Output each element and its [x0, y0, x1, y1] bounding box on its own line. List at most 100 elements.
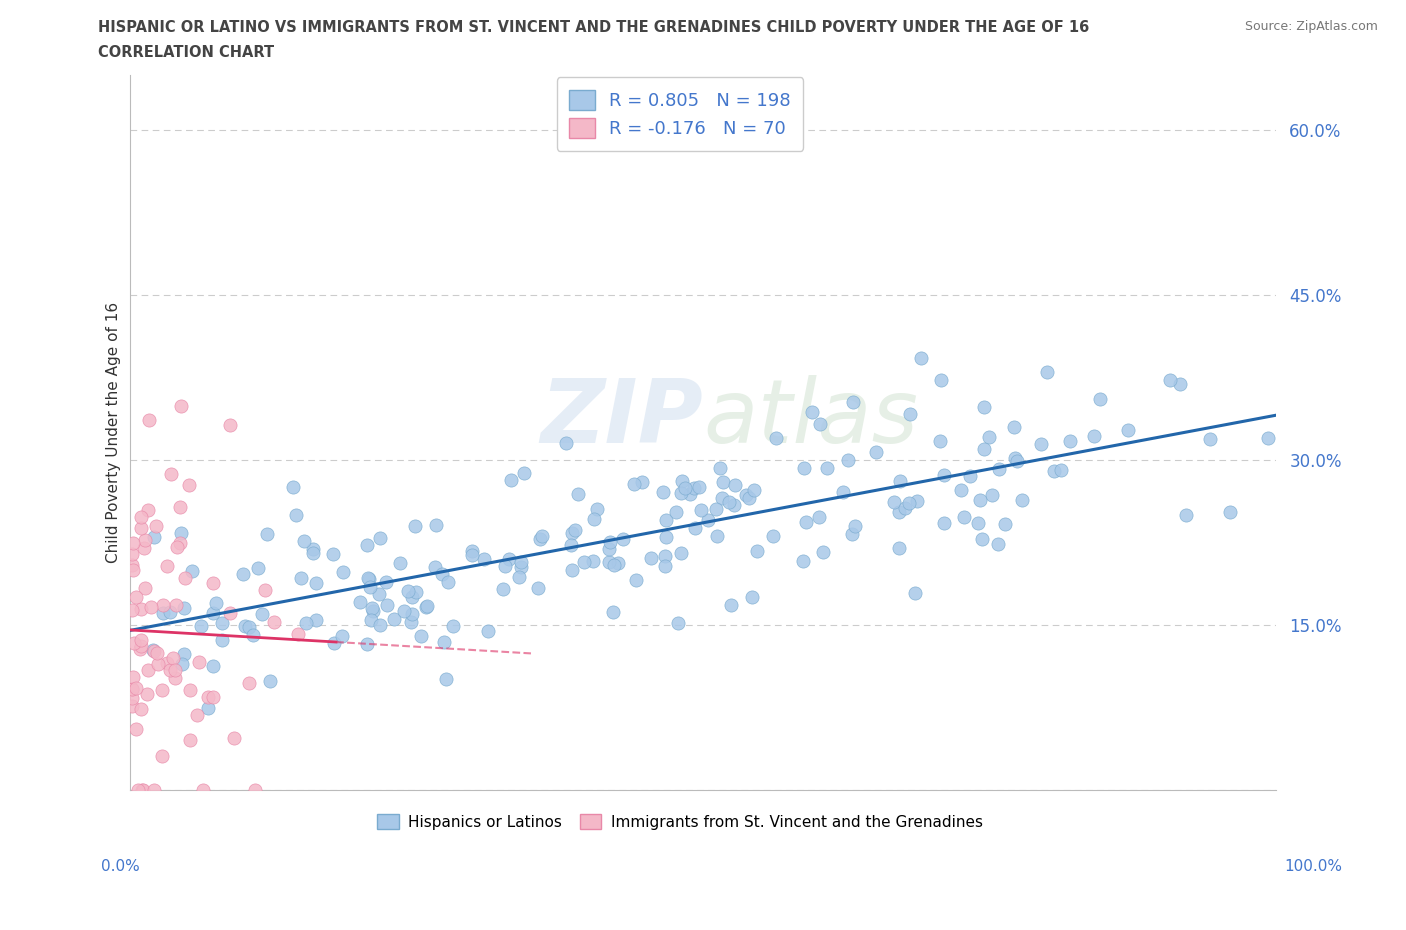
- Point: [415, 599, 437, 614]
- Text: atlas: atlas: [703, 376, 918, 461]
- Point: [671, 473, 693, 488]
- Point: [122, 536, 145, 551]
- Point: [134, 533, 156, 548]
- Point: [141, 642, 163, 657]
- Point: [624, 573, 647, 588]
- Point: [363, 604, 385, 618]
- Point: [396, 584, 419, 599]
- Point: [121, 681, 143, 696]
- Text: Source: ZipAtlas.com: Source: ZipAtlas.com: [1244, 20, 1378, 33]
- Point: [513, 466, 536, 481]
- Point: [508, 569, 530, 584]
- Point: [1002, 419, 1025, 434]
- Point: [793, 461, 815, 476]
- Point: [720, 597, 742, 612]
- Point: [665, 504, 688, 519]
- Point: [837, 452, 859, 467]
- Point: [433, 634, 456, 649]
- Point: [844, 519, 866, 534]
- Point: [808, 417, 831, 432]
- Point: [405, 584, 427, 599]
- Point: [607, 555, 630, 570]
- Point: [143, 644, 166, 658]
- Point: [356, 538, 378, 552]
- Point: [121, 682, 143, 697]
- Point: [1174, 508, 1197, 523]
- Point: [987, 461, 1010, 476]
- Point: [598, 554, 620, 569]
- Point: [235, 618, 257, 633]
- Point: [132, 782, 155, 797]
- Point: [165, 598, 187, 613]
- Point: [401, 615, 423, 630]
- Point: [121, 603, 143, 618]
- Point: [367, 586, 389, 601]
- Point: [807, 510, 830, 525]
- Point: [655, 512, 678, 527]
- Point: [173, 571, 195, 586]
- Point: [323, 635, 346, 650]
- Point: [201, 605, 224, 620]
- Point: [932, 516, 955, 531]
- Point: [169, 536, 191, 551]
- Point: [794, 515, 817, 530]
- Point: [492, 581, 515, 596]
- Point: [1218, 505, 1240, 520]
- Point: [121, 557, 143, 572]
- Point: [305, 613, 328, 628]
- Point: [125, 590, 148, 604]
- Point: [498, 552, 520, 567]
- Point: [238, 676, 260, 691]
- Point: [356, 636, 378, 651]
- Point: [696, 512, 718, 527]
- Point: [765, 431, 787, 445]
- Point: [526, 580, 548, 595]
- Point: [567, 486, 589, 501]
- Point: [357, 572, 380, 587]
- Point: [392, 604, 415, 618]
- Point: [529, 532, 551, 547]
- Point: [652, 485, 675, 499]
- Point: [630, 474, 652, 489]
- Point: [409, 629, 432, 644]
- Point: [973, 441, 995, 456]
- Point: [205, 596, 228, 611]
- Point: [704, 502, 727, 517]
- Point: [125, 681, 148, 696]
- Point: [734, 488, 756, 503]
- Point: [121, 562, 143, 577]
- Point: [134, 580, 156, 595]
- Point: [173, 646, 195, 661]
- Point: [865, 445, 887, 460]
- Point: [623, 477, 645, 492]
- Point: [170, 526, 193, 541]
- Point: [202, 690, 225, 705]
- Point: [131, 510, 153, 525]
- Point: [368, 530, 391, 545]
- Point: [131, 782, 153, 797]
- Point: [121, 670, 143, 684]
- Point: [723, 498, 745, 512]
- Point: [129, 633, 152, 648]
- Point: [654, 529, 676, 544]
- Point: [401, 590, 423, 604]
- Point: [121, 547, 143, 562]
- Point: [581, 553, 603, 568]
- Point: [832, 485, 855, 499]
- Point: [375, 598, 398, 613]
- Point: [250, 606, 273, 621]
- Point: [987, 537, 1010, 551]
- Point: [1198, 432, 1220, 446]
- Point: [165, 663, 187, 678]
- Point: [219, 605, 242, 620]
- Text: ZIP: ZIP: [540, 375, 703, 462]
- Point: [994, 517, 1017, 532]
- Point: [897, 495, 920, 510]
- Point: [979, 430, 1001, 445]
- Text: HISPANIC OR LATINO VS IMMIGRANTS FROM ST. VINCENT AND THE GRENADINES CHILD POVER: HISPANIC OR LATINO VS IMMIGRANTS FROM ST…: [98, 20, 1090, 35]
- Point: [842, 394, 865, 409]
- Point: [143, 782, 166, 797]
- Point: [762, 528, 785, 543]
- Point: [1088, 392, 1111, 406]
- Point: [382, 611, 405, 626]
